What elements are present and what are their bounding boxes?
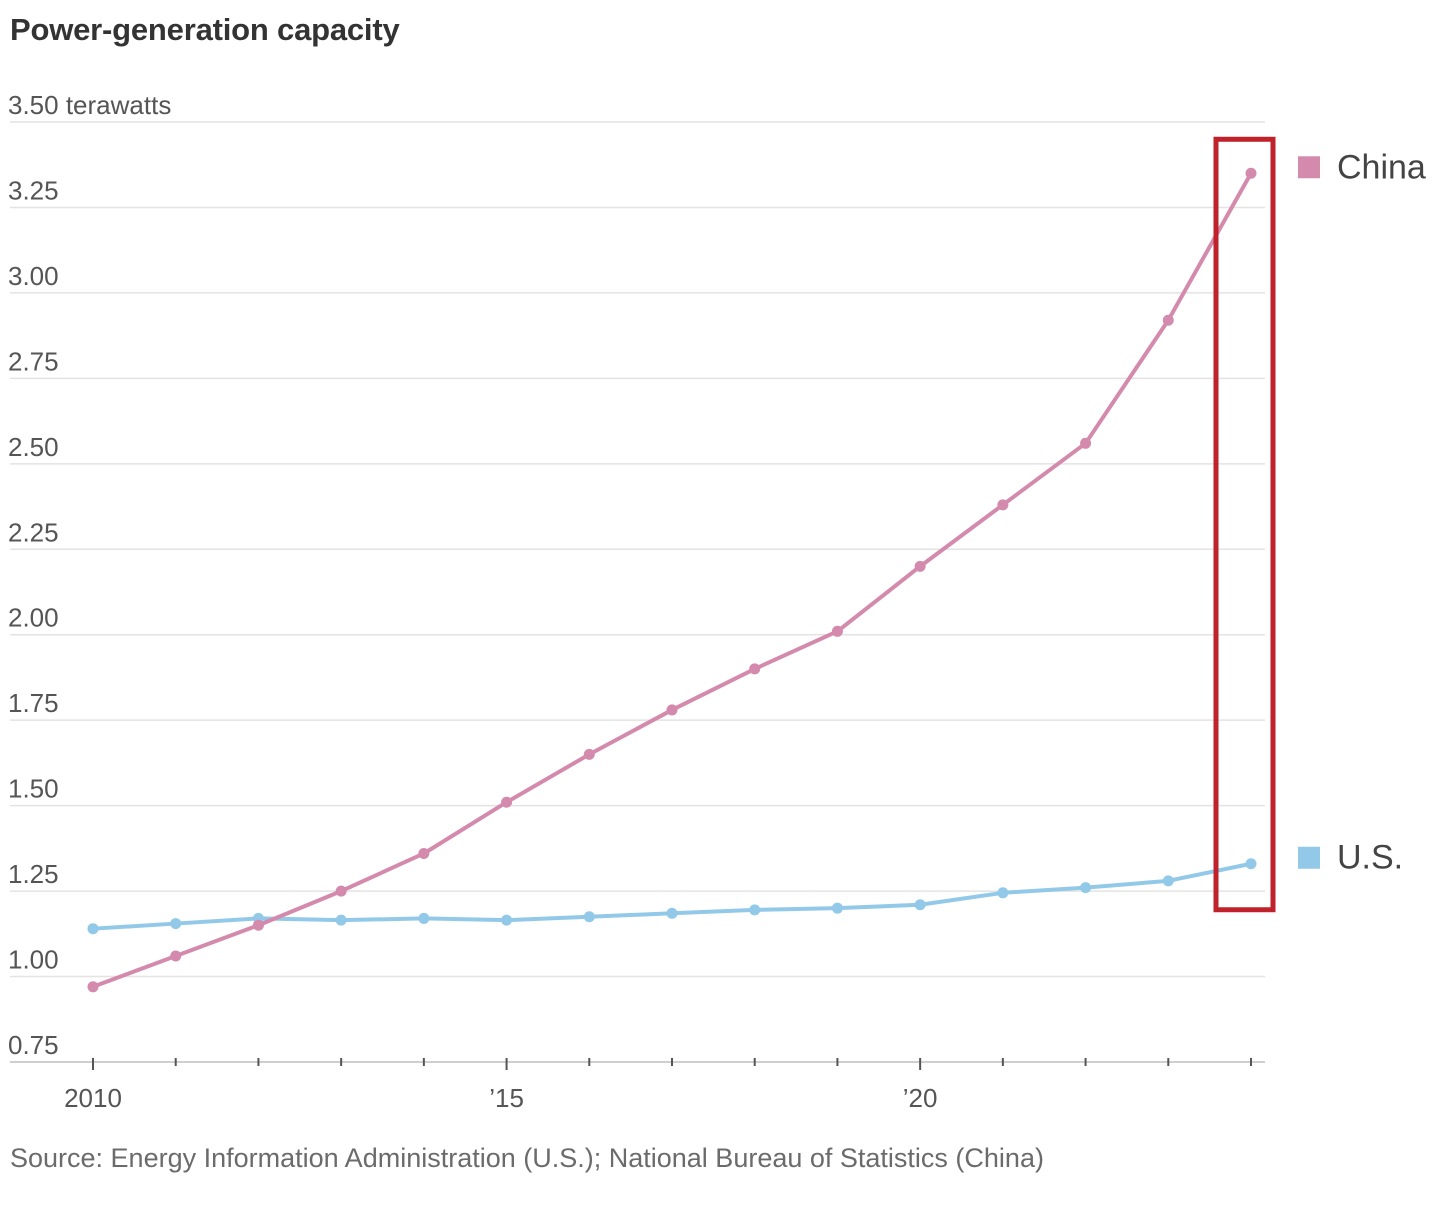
data-point [997,499,1009,511]
grid-lines [10,121,1265,978]
legend: China U.S. [1298,148,1426,877]
y-tick-label: 2.00 [8,603,59,633]
data-point [583,748,595,760]
data-point [666,704,678,716]
legend-swatch [1298,846,1320,869]
source-note: Source: Energy Information Administratio… [10,1143,1044,1173]
data-point [914,899,926,911]
data-point [1245,167,1257,179]
legend-label: U.S. [1337,839,1403,877]
data-point [749,904,761,916]
data-point [666,907,678,919]
y-tick-label: 1.50 [8,774,59,804]
data-point [1080,437,1092,449]
data-point [831,902,843,914]
y-tick-label: 0.75 [8,1030,59,1060]
data-point [335,885,347,897]
data-point [170,918,182,930]
chart-title: Power-generation capacity [10,12,400,47]
series-group [87,167,1257,993]
data-point [749,663,761,675]
x-tick-label: 2010 [64,1083,122,1113]
data-point [997,887,1009,899]
series-line-china [92,172,1253,989]
y-tick-label: 2.50 [8,432,59,462]
data-point [1162,875,1174,887]
data-point [170,950,182,962]
data-point [1245,858,1257,870]
series-line-us [92,861,1252,931]
data-point [87,981,99,993]
data-point [501,914,513,926]
y-axis-tick-labels: 0.75 1.00 1.25 1.50 1.75 2.00 2.25 2.50 2.75 3.00… [8,90,171,1060]
data-point [335,914,347,926]
y-tick-label: 3.00 [8,261,59,291]
data-point [501,796,513,808]
y-tick-label: 1.25 [8,859,59,889]
data-point [831,625,843,637]
x-axis: 2010 ’15 ’20 [10,1058,1265,1113]
data-point [1162,314,1174,326]
y-tick-label: 2.75 [8,346,59,376]
legend-swatch [1298,156,1320,179]
data-point [914,560,926,572]
data-point [1080,882,1092,894]
y-tick-label: 1.75 [8,688,59,718]
y-tick-label: 1.00 [8,945,59,975]
data-point [418,912,430,924]
highlight-box [1213,136,1276,913]
data-point [418,847,430,859]
legend-label: China [1337,148,1426,186]
y-tick-label: 3.50 terawatts [8,90,171,120]
y-tick-label: 2.25 [8,517,59,547]
x-tick-label: ’15 [489,1083,524,1113]
x-tick-label: ’20 [903,1083,938,1113]
data-point [583,911,595,923]
data-point [252,919,264,931]
data-point [87,923,99,935]
y-tick-label: 3.25 [8,175,59,205]
